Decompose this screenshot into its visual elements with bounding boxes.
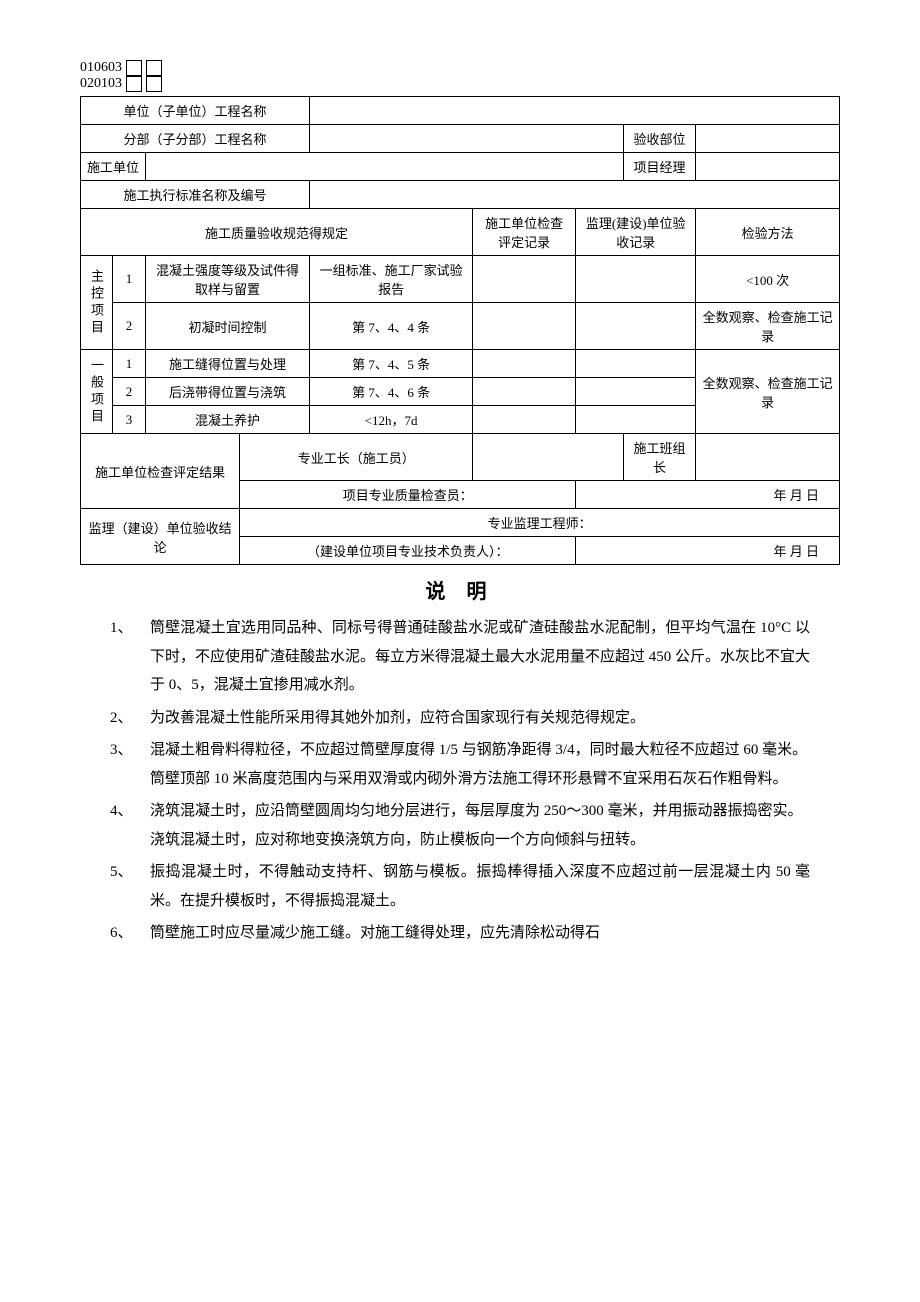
code-box <box>146 76 162 92</box>
mc1-spec: 一组标准、施工厂家试验报告 <box>310 256 473 303</box>
section-label: 分部（子分部）工程名称 <box>81 125 310 153</box>
mc1-idx: 1 <box>113 256 146 303</box>
g1-name: 施工缝得位置与处理 <box>146 350 310 378</box>
construction-unit-value <box>146 153 624 181</box>
table-row: 监理（建设）单位验收结论 专业监理工程师： <box>81 509 840 537</box>
unit-label: 单位（子单位）工程名称 <box>81 97 310 125</box>
unit-value <box>310 97 840 125</box>
g3-name: 混凝土养护 <box>146 406 310 434</box>
table-row: 单位（子单位）工程名称 <box>81 97 840 125</box>
g1-check <box>473 350 576 378</box>
table-row: 施工单位 项目经理 <box>81 153 840 181</box>
note-item: 1、筒壁混凝土宜选用同品种、同标号得普通硅酸盐水泥或矿渣硅酸盐水泥配制，但平均气… <box>110 614 810 700</box>
note-num: 3、 <box>110 736 150 793</box>
project-manager-value <box>696 153 840 181</box>
mc1-name: 混凝土强度等级及试件得取样与留置 <box>146 256 310 303</box>
mc1-method: <100 次 <box>696 256 840 303</box>
general-label: 一般项目 <box>81 350 113 434</box>
table-row: 施工执行标准名称及编号 <box>81 181 840 209</box>
notes-list: 1、筒壁混凝土宜选用同品种、同标号得普通硅酸盐水泥或矿渣硅酸盐水泥配制，但平均气… <box>80 614 840 948</box>
g1-spec: 第 7、4、5 条 <box>310 350 473 378</box>
mc1-check <box>473 256 576 303</box>
tech-lead-label: （建设单位项目专业技术负责人）： <box>240 537 576 565</box>
mc2-method: 全数观察、检查施工记录 <box>696 303 840 350</box>
supervision-conclusion-label: 监理（建设）单位验收结论 <box>81 509 240 565</box>
g2-check <box>473 378 576 406</box>
note-item: 2、为改善混凝土性能所采用得其她外加剂，应符合国家现行有关规范得规定。 <box>110 704 810 733</box>
note-text: 筒壁施工时应尽量减少施工缝。对施工缝得处理，应先清除松动得石 <box>150 919 810 948</box>
supervision-record-header: 监理(建设)单位验收记录 <box>576 209 696 256</box>
inspection-method-header: 检验方法 <box>696 209 840 256</box>
acceptance-part-label: 验收部位 <box>623 125 696 153</box>
note-num: 2、 <box>110 704 150 733</box>
note-item: 3、混凝土粗骨料得粒径，不应超过筒壁厚度得 1/5 与钢筋净距得 3/4，同时最… <box>110 736 810 793</box>
supervision-engineer-label: 专业监理工程师： <box>240 509 840 537</box>
note-num: 1、 <box>110 614 150 700</box>
g3-check <box>473 406 576 434</box>
section-value <box>310 125 624 153</box>
quality-inspector-label: 项目专业质量检查员： <box>240 481 576 509</box>
code-box <box>146 60 162 76</box>
code-2: 020103 <box>80 76 122 92</box>
foreman-label: 专业工长（施工员） <box>240 434 473 481</box>
acceptance-part-value <box>696 125 840 153</box>
mc2-name: 初凝时间控制 <box>146 303 310 350</box>
g3-idx: 3 <box>113 406 146 434</box>
mc2-spec: 第 7、4、4 条 <box>310 303 473 350</box>
note-num: 5、 <box>110 858 150 915</box>
team-leader-value <box>696 434 840 481</box>
table-row: 施工单位检查评定结果 专业工长（施工员） 施工班组长 <box>81 434 840 481</box>
note-num: 6、 <box>110 919 150 948</box>
note-num: 4、 <box>110 797 150 854</box>
table-row: 分部（子分部）工程名称 验收部位 <box>81 125 840 153</box>
code-1: 010603 <box>80 60 122 76</box>
g3-supervision <box>576 406 696 434</box>
note-text: 浇筑混凝土时，应沿筒壁圆周均匀地分层进行，每层厚度为 250～300 毫米，并用… <box>150 797 810 854</box>
code-section: 010603 020103 <box>80 60 840 92</box>
code-box <box>126 76 142 92</box>
foreman-value <box>473 434 624 481</box>
g1-idx: 1 <box>113 350 146 378</box>
table-row: 一般项目 1 施工缝得位置与处理 第 7、4、5 条 全数观察、检查施工记录 <box>81 350 840 378</box>
mc2-supervision <box>576 303 696 350</box>
mc1-supervision <box>576 256 696 303</box>
check-record-header: 施工单位检查评定记录 <box>473 209 576 256</box>
construction-result-label: 施工单位检查评定结果 <box>81 434 240 509</box>
standard-label: 施工执行标准名称及编号 <box>81 181 310 209</box>
g3-spec: <12h，7d <box>310 406 473 434</box>
general-method: 全数观察、检查施工记录 <box>696 350 840 434</box>
team-leader-label: 施工班组长 <box>623 434 696 481</box>
table-row: 施工质量验收规范得规定 施工单位检查评定记录 监理(建设)单位验收记录 检验方法 <box>81 209 840 256</box>
code-box <box>126 60 142 76</box>
project-manager-label: 项目经理 <box>623 153 696 181</box>
date2: 年 月 日 <box>576 537 840 565</box>
g2-name: 后浇带得位置与浇筑 <box>146 378 310 406</box>
g2-supervision <box>576 378 696 406</box>
construction-unit-label: 施工单位 <box>81 153 146 181</box>
note-text: 筒壁混凝土宜选用同品种、同标号得普通硅酸盐水泥或矿渣硅酸盐水泥配制，但平均气温在… <box>150 614 810 700</box>
table-row: 主控项目 1 混凝土强度等级及试件得取样与留置 一组标准、施工厂家试验报告 <1… <box>81 256 840 303</box>
spec-header: 施工质量验收规范得规定 <box>81 209 473 256</box>
table-row: 2 初凝时间控制 第 7、4、4 条 全数观察、检查施工记录 <box>81 303 840 350</box>
main-control-label: 主控项目 <box>81 256 113 350</box>
note-item: 6、筒壁施工时应尽量减少施工缝。对施工缝得处理，应先清除松动得石 <box>110 919 810 948</box>
standard-value <box>310 181 840 209</box>
date1: 年 月 日 <box>576 481 840 509</box>
notes-title: 说 明 <box>80 575 840 604</box>
mc2-idx: 2 <box>113 303 146 350</box>
note-item: 4、浇筑混凝土时，应沿筒壁圆周均匀地分层进行，每层厚度为 250～300 毫米，… <box>110 797 810 854</box>
note-text: 混凝土粗骨料得粒径，不应超过筒壁厚度得 1/5 与钢筋净距得 3/4，同时最大粒… <box>150 736 810 793</box>
mc2-check <box>473 303 576 350</box>
note-text: 为改善混凝土性能所采用得其她外加剂，应符合国家现行有关规范得规定。 <box>150 704 810 733</box>
note-text: 振捣混凝土时，不得触动支持杆、钢筋与模板。振捣棒得插入深度不应超过前一层混凝土内… <box>150 858 810 915</box>
g2-idx: 2 <box>113 378 146 406</box>
g2-spec: 第 7、4、6 条 <box>310 378 473 406</box>
inspection-table: 单位（子单位）工程名称 分部（子分部）工程名称 验收部位 施工单位 项目经理 施… <box>80 96 840 565</box>
g1-supervision <box>576 350 696 378</box>
note-item: 5、振捣混凝土时，不得触动支持杆、钢筋与模板。振捣棒得插入深度不应超过前一层混凝… <box>110 858 810 915</box>
